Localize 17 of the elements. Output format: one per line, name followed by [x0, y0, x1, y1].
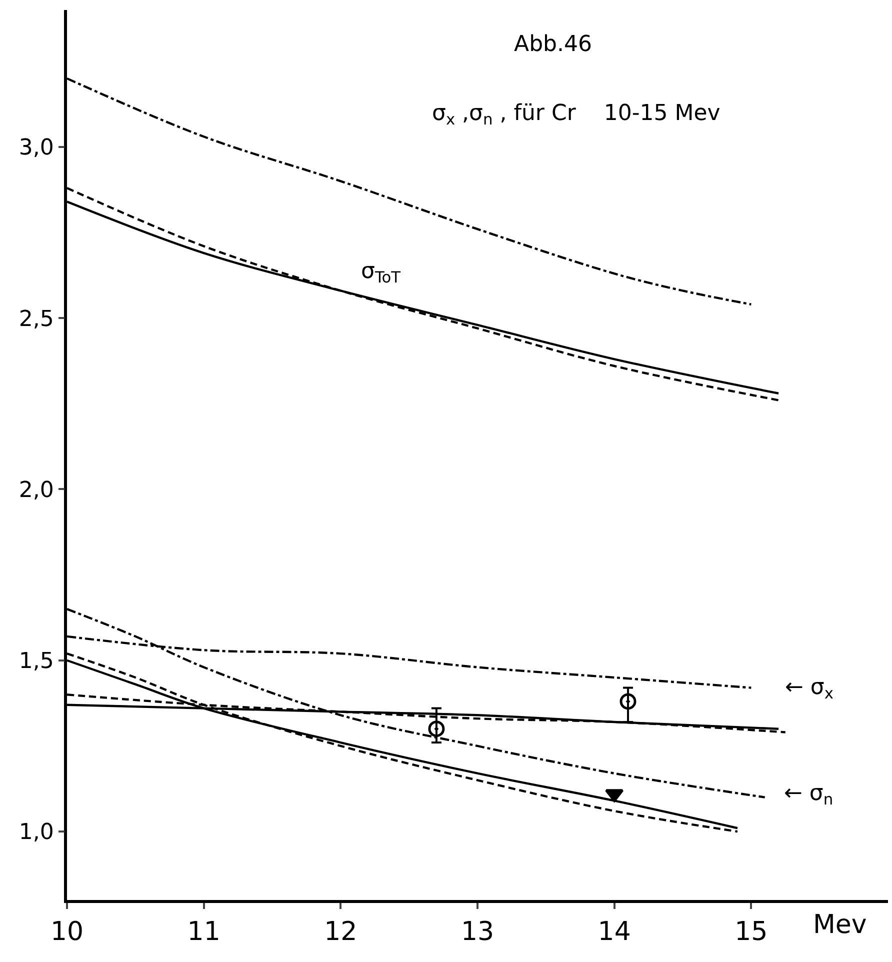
x-tick-label: 15	[734, 916, 768, 947]
annotation: ← σ$_{x}$	[785, 675, 834, 703]
annotation: ← σ$_{n}$	[784, 781, 834, 809]
text: σ$_{x}$ ,σ$_{n}$ , für Cr 10-15 Mev	[432, 101, 720, 129]
y-tick-label: 2,5	[18, 306, 54, 332]
y-tick-label: 2,0	[18, 478, 54, 503]
annotation: σ$_{ToT}$	[361, 259, 402, 287]
x-axis-title: Mev	[813, 910, 867, 940]
x-tick-label: 11	[187, 916, 220, 947]
x-tick-label: 13	[460, 916, 494, 947]
x-tick-label: 10	[50, 916, 84, 947]
y-tick-label: 1,0	[18, 820, 54, 846]
text: Abb.46	[514, 32, 592, 57]
y-tick-label: 1,5	[18, 649, 54, 674]
x-tick-label: 12	[324, 916, 358, 947]
y-tick-label: 3,0	[18, 136, 54, 161]
x-tick-label: 14	[598, 916, 631, 947]
